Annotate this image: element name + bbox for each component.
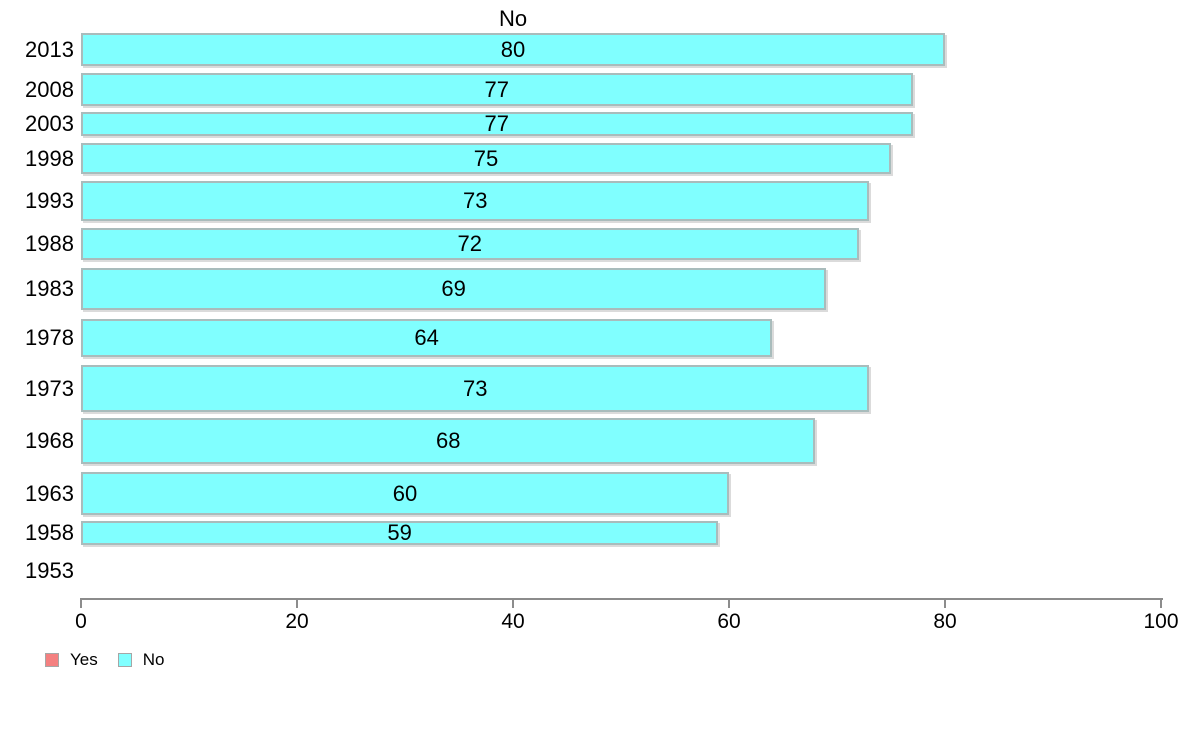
bar-no-1993: 73 (81, 181, 870, 221)
x-axis-tick-label: 20 (285, 610, 309, 633)
legend-item-no: No (117, 650, 165, 670)
x-axis-tick-label: 40 (501, 610, 525, 633)
bar-no-1968: 68 (81, 418, 816, 464)
x-axis-tick (1160, 598, 1162, 608)
bar-value-label: 60 (392, 480, 418, 506)
y-axis-label: 1968 (25, 428, 74, 453)
x-axis-tick (944, 598, 946, 608)
legend-label: Yes (70, 650, 98, 669)
x-axis-tick (728, 598, 730, 608)
bar-no-2008: 77 (81, 73, 913, 106)
y-axis-label: 1988 (25, 231, 74, 256)
x-axis-line (81, 598, 1163, 600)
x-axis-tick-label: 60 (717, 610, 741, 633)
bar-value-label: 68 (435, 428, 461, 453)
legend-swatch-yes (45, 653, 59, 667)
legend-label: No (142, 650, 165, 669)
y-axis-label: 1993 (25, 188, 74, 213)
series-title: No (498, 6, 528, 31)
bar-no-1958: 59 (81, 520, 719, 545)
y-axis-label: 2003 (25, 111, 74, 136)
bar-no-1998: 75 (81, 143, 891, 174)
y-axis-label: 1973 (25, 375, 74, 401)
bar-no-1983: 69 (81, 268, 827, 310)
bar-value-label: 73 (462, 188, 488, 213)
y-axis-label: 1958 (25, 520, 74, 545)
bar-no-1963: 60 (81, 472, 729, 515)
x-axis-tick-label: 0 (75, 610, 87, 633)
bar-value-label: 75 (473, 145, 499, 171)
bar-value-label: 80 (500, 36, 526, 62)
legend: Yes No (45, 650, 164, 670)
y-axis-label: 1953 (25, 558, 74, 583)
bar-no-1988: 72 (81, 228, 859, 260)
y-axis-label: 2013 (25, 36, 74, 62)
x-axis-tick (296, 598, 298, 608)
bar-no-1978: 64 (81, 319, 773, 357)
x-axis-tick (80, 598, 82, 608)
bar-value-label: 73 (462, 375, 488, 401)
bar-value-label: 69 (441, 276, 466, 301)
x-axis-tick-label: 80 (933, 610, 957, 633)
y-axis-label: 1978 (25, 325, 74, 350)
bar-value-label: 77 (484, 76, 510, 102)
bar-no-2003: 77 (81, 112, 913, 136)
bar-no-2013: 80 (81, 33, 945, 66)
bar-value-label: 77 (484, 111, 510, 136)
x-axis-tick-label: 100 (1143, 610, 1179, 633)
bar-value-label: 72 (457, 231, 483, 256)
bar-value-label: 59 (387, 520, 412, 545)
y-axis-label: 1983 (25, 276, 74, 301)
y-axis-label: 1998 (25, 145, 74, 171)
x-axis-tick (512, 598, 514, 608)
bar-no-1973: 73 (81, 365, 870, 412)
y-axis-label: 1963 (25, 480, 74, 506)
legend-swatch-no (117, 653, 132, 667)
legend-item-yes: Yes (45, 650, 98, 670)
bar-value-label: 64 (414, 325, 439, 350)
y-axis-label: 2008 (25, 76, 74, 102)
